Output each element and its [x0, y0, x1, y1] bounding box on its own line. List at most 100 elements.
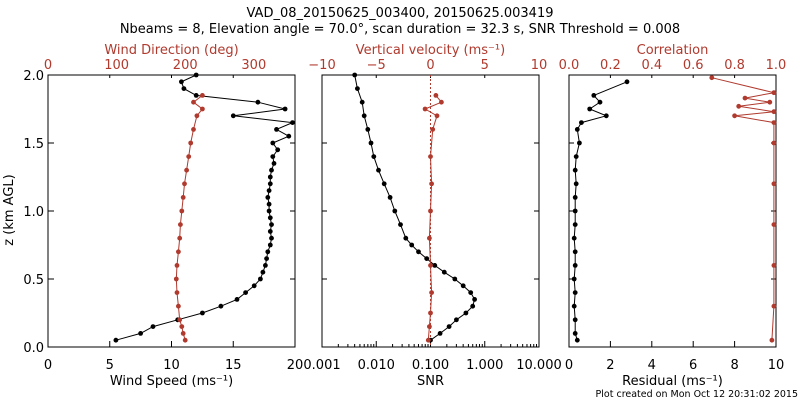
x-tick-label: 1.000 — [466, 358, 503, 373]
x2-tick-label: 1.0 — [766, 58, 787, 73]
x2-tick-label: 300 — [241, 58, 266, 73]
data-point — [571, 303, 577, 309]
data-point — [771, 181, 777, 187]
y-tick-label: 0.0 — [23, 341, 44, 356]
x-tick-label: 6 — [689, 358, 697, 373]
data-point — [573, 154, 579, 160]
data-point — [266, 201, 272, 207]
x-tick-label: 0 — [44, 358, 52, 373]
x-tick-label: 0 — [565, 358, 573, 373]
data-point — [368, 140, 374, 146]
data-point — [176, 249, 181, 255]
data-point — [352, 72, 358, 78]
x-tick-label: 2 — [606, 358, 614, 373]
data-point — [439, 99, 444, 105]
x-tick-label: 8 — [730, 358, 738, 373]
data-point — [573, 181, 579, 187]
x2-tick-label: −5 — [367, 58, 386, 73]
panel-vertical: 0.001 0.010 0.100 1.000 10.000 −10 −5 0 5 10 SNR Ve… — [303, 43, 561, 389]
x2-tick-label: 0 — [426, 58, 434, 73]
data-point — [429, 181, 434, 187]
series-bottom — [571, 79, 630, 343]
data-point — [771, 90, 777, 96]
x2-tick-label: 10 — [531, 58, 548, 73]
data-point — [150, 324, 156, 329]
data-point — [572, 222, 578, 228]
data-point — [271, 161, 277, 166]
x-tick-label: 15 — [225, 358, 242, 373]
data-point — [571, 276, 577, 282]
data-point — [572, 331, 578, 336]
x-axis-label: Wind Speed (ms⁻¹) — [110, 374, 233, 389]
data-point — [416, 249, 421, 255]
data-point — [433, 93, 439, 98]
data-point — [365, 126, 371, 132]
y-axis-label: z (km AGL) — [2, 174, 17, 245]
data-point — [359, 99, 365, 105]
x-tick-label: 4 — [648, 358, 656, 373]
data-point — [454, 317, 459, 323]
x2-axis-label: Vertical velocity (ms⁻¹) — [356, 43, 505, 58]
series-line — [423, 95, 443, 341]
data-point — [258, 276, 263, 282]
plot-frame — [47, 74, 296, 348]
data-point — [571, 235, 577, 241]
title-line-2: Nbeams = 8, Elevation angle = 70.0°, sca… — [120, 22, 680, 37]
data-point — [452, 276, 458, 282]
data-point — [403, 235, 409, 241]
data-point — [177, 317, 183, 323]
data-point — [624, 79, 630, 85]
data-point — [269, 235, 274, 241]
data-point — [392, 208, 398, 214]
x2-tick-label: 100 — [104, 58, 129, 73]
data-point — [472, 297, 477, 302]
x-tick-label: 20 — [287, 358, 304, 373]
data-point — [274, 126, 279, 132]
data-point — [290, 120, 295, 125]
data-point — [425, 337, 431, 343]
data-point — [572, 317, 578, 323]
data-point — [470, 303, 476, 309]
data-point — [428, 310, 433, 316]
data-point — [572, 208, 578, 214]
data-point — [182, 181, 187, 187]
data-point — [579, 120, 584, 125]
series-line — [175, 95, 204, 341]
y-tick-label: 1.5 — [23, 137, 44, 152]
data-point — [572, 195, 578, 200]
data-point — [174, 263, 180, 268]
data-point — [251, 283, 257, 289]
data-point — [422, 106, 428, 112]
data-point — [574, 337, 580, 343]
data-point — [218, 303, 224, 309]
data-point — [286, 133, 292, 139]
data-point — [441, 269, 447, 275]
data-point — [275, 147, 281, 153]
data-point — [230, 113, 236, 119]
data-point — [193, 93, 199, 98]
data-point — [255, 99, 261, 105]
x2-tick-label: 0.8 — [724, 58, 745, 73]
x2-tick-label: 5 — [481, 58, 489, 73]
data-point — [265, 249, 271, 255]
panel-quality: 0 2 4 6 8 10 0.0 0.2 0.4 0.6 0.8 1.0 Residual (ms⁻¹)… — [559, 43, 787, 389]
series-top — [173, 93, 205, 343]
data-point — [188, 140, 194, 146]
x2-tick-label: 200 — [173, 58, 198, 73]
data-point — [381, 181, 387, 187]
data-point — [434, 113, 440, 119]
data-point — [200, 106, 205, 112]
data-point — [428, 263, 433, 268]
data-point — [771, 120, 777, 125]
data-point — [742, 95, 748, 101]
data-point — [266, 188, 272, 194]
data-point — [178, 222, 183, 228]
data-point — [193, 72, 199, 78]
data-point — [182, 337, 188, 343]
data-point — [767, 99, 773, 105]
series-top — [422, 93, 444, 343]
x2-tick-label: 0.6 — [683, 58, 704, 73]
x2-tick-label: 0.2 — [600, 58, 621, 73]
